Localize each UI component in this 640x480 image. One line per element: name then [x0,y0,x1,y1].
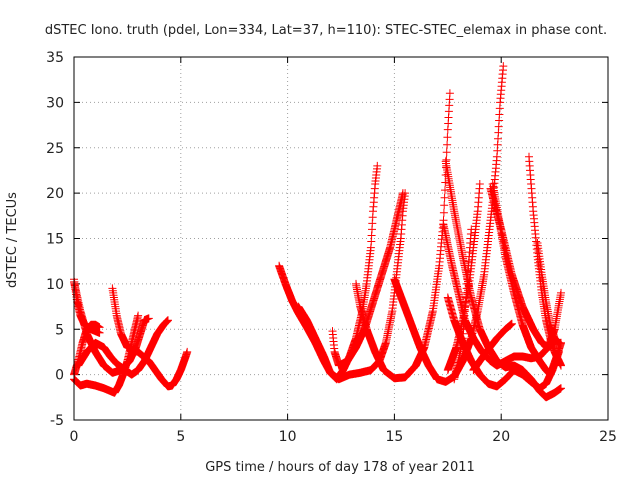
x-tick-label: 0 [70,429,79,445]
series-5 [74,316,172,379]
series-14 [441,157,565,402]
y-tick-label: 30 [46,95,64,111]
y-tick-label: 20 [46,186,64,202]
series-8 [294,189,410,384]
series-6 [108,284,192,391]
series-markers [294,189,410,384]
y-axis-label: dSTEC / TECUs [5,192,20,288]
x-tick-label: 5 [176,429,185,445]
y-tick-label: 10 [46,277,64,293]
series-markers [74,316,172,379]
series-markers [533,239,565,347]
x-axis-label: GPS time / hours of day 178 of year 2011 [205,460,475,475]
series-markers [352,89,454,383]
y-tick-label: -5 [50,413,64,429]
y-tick-label: 15 [46,232,64,248]
series-markers [486,184,559,352]
series-markers [469,319,516,375]
y-tick-label: 0 [55,368,64,384]
series-markers [108,284,192,391]
series-7 [275,161,382,384]
series-markers [443,180,484,375]
series-16 [443,180,484,375]
plot-frame [73,56,609,421]
series-21 [533,239,565,347]
series-markers [441,157,565,402]
x-tick-label: 15 [385,429,403,445]
chart-title: dSTEC Iono. truth (pdel, Lon=334, Lat=37… [45,23,607,38]
y-tick-label: 35 [46,50,64,66]
y-tick-label: 25 [46,141,64,157]
series-markers [275,161,382,384]
series-10 [352,89,454,383]
x-tick-label: 25 [599,429,617,445]
x-tick-label: 20 [492,429,510,445]
series-17 [469,319,516,375]
data-marks [70,62,565,402]
series-19 [486,184,559,352]
x-tick-label: 10 [279,429,297,445]
y-tick-label: 5 [55,322,64,338]
